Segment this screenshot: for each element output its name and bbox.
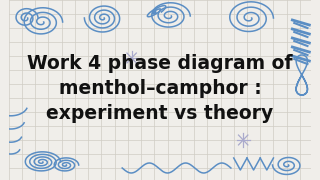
Text: Work 4 phase diagram of
menthol–camphor :
experiment vs theory: Work 4 phase diagram of menthol–camphor … — [27, 53, 293, 123]
